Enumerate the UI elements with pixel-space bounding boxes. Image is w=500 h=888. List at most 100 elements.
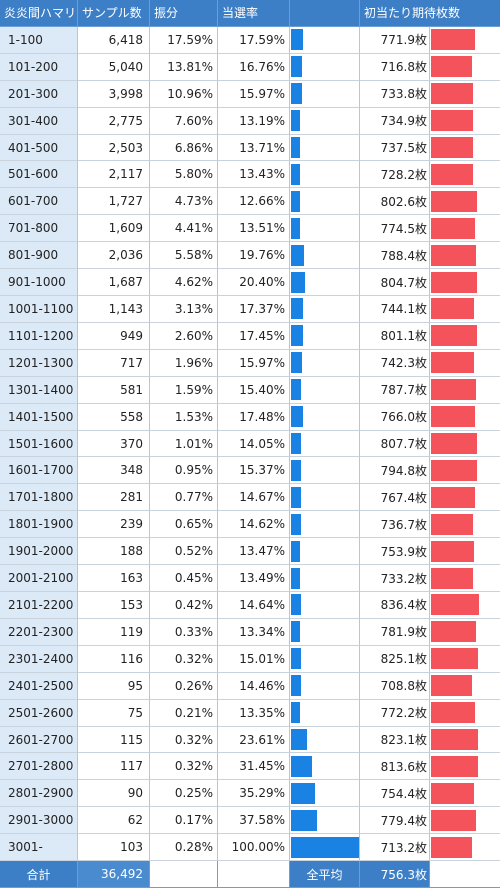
rate-bar [291, 56, 303, 78]
table-row: 1001-1100 1,143 3.13% 17.37% 744.1枚 [0, 296, 500, 323]
expected-cell: 836.4枚 [360, 592, 430, 619]
expected-cell: 744.1枚 [360, 296, 430, 323]
rate-cell: 14.64% [218, 592, 290, 619]
rate-bar [291, 648, 302, 670]
range-cell: 2601-2700 [0, 726, 78, 754]
expected-bar-cell [430, 807, 500, 835]
table-row: 1701-1800 281 0.77% 14.67% 767.4枚 [0, 484, 500, 512]
rate-cell: 19.76% [218, 242, 290, 270]
rate-bar [291, 675, 301, 697]
share-cell: 0.45% [150, 565, 218, 593]
rate-bar [291, 513, 301, 535]
samples-cell: 115 [78, 726, 150, 754]
range-cell: 2901-3000 [0, 807, 78, 835]
rate-bar-cell [290, 107, 360, 135]
range-cell: 2801-2900 [0, 780, 78, 808]
samples-cell: 2,036 [78, 242, 150, 270]
share-cell: 1.59% [150, 376, 218, 404]
table-row: 2401-2500 95 0.26% 14.46% 708.8枚 [0, 672, 500, 700]
expected-bar-cell [430, 727, 500, 754]
share-cell: 0.77% [150, 484, 218, 512]
table-row: 1501-1600 370 1.01% 14.05% 807.7枚 [0, 430, 500, 458]
rate-bar-cell [290, 322, 360, 350]
table-row: 501-600 2,117 5.80% 13.43% 728.2枚 [0, 161, 500, 189]
expected-bar [431, 271, 478, 293]
table-row: 401-500 2,503 6.86% 13.71% 737.5枚 [0, 134, 500, 162]
expected-cell: 771.9枚 [360, 26, 430, 54]
rate-cell: 17.48% [218, 403, 290, 431]
expected-bar [431, 110, 474, 132]
samples-cell: 75 [78, 699, 150, 727]
samples-cell: 62 [78, 807, 150, 835]
header-hamari: 炎炎間ハマリ [0, 0, 78, 27]
expected-bar [431, 298, 474, 320]
expected-bar-cell [430, 673, 500, 700]
expected-bar-cell [430, 431, 500, 458]
expected-cell: 742.3枚 [360, 349, 430, 377]
expected-bar [431, 83, 474, 105]
expected-cell: 823.1枚 [360, 726, 430, 754]
rate-bar [291, 271, 305, 293]
range-cell: 2701-2800 [0, 753, 78, 781]
rate-bar [291, 406, 303, 428]
samples-cell: 581 [78, 376, 150, 404]
table-row: 1401-1500 558 1.53% 17.48% 766.0枚 [0, 403, 500, 431]
expected-bar [431, 675, 472, 697]
share-cell: 0.32% [150, 645, 218, 673]
rate-bar [291, 594, 301, 616]
expected-bar [431, 217, 476, 239]
rate-cell: 15.97% [218, 80, 290, 108]
expected-bar [431, 809, 476, 831]
samples-cell: 2,775 [78, 107, 150, 135]
share-cell: 5.80% [150, 161, 218, 189]
table-row: 1101-1200 949 2.60% 17.45% 801.1枚 [0, 322, 500, 350]
rate-cell: 20.40% [218, 269, 290, 297]
rate-cell: 15.37% [218, 457, 290, 485]
table-row: 2701-2800 117 0.32% 31.45% 813.6枚 [0, 753, 500, 781]
samples-cell: 117 [78, 753, 150, 781]
expected-bar-cell [430, 700, 500, 727]
table-row: 1801-1900 239 0.65% 14.62% 736.7枚 [0, 511, 500, 539]
rate-bar-cell [290, 161, 360, 189]
rate-bar-cell [290, 457, 360, 485]
rate-cell: 13.19% [218, 107, 290, 135]
share-cell: 0.32% [150, 753, 218, 781]
rate-bar-cell [290, 726, 360, 754]
samples-cell: 1,609 [78, 215, 150, 243]
rate-cell: 17.37% [218, 296, 290, 323]
expected-cell: 781.9枚 [360, 618, 430, 646]
samples-cell: 558 [78, 403, 150, 431]
expected-bar [431, 782, 475, 804]
rate-bar-cell [290, 834, 360, 862]
expected-bar-cell [430, 457, 500, 485]
range-cell: 2501-2600 [0, 699, 78, 727]
range-cell: 1501-1600 [0, 430, 78, 458]
range-cell: 1701-1800 [0, 484, 78, 512]
range-cell: 1901-2000 [0, 538, 78, 566]
expected-cell: 737.5枚 [360, 134, 430, 162]
footer-empty-share [150, 861, 218, 888]
share-cell: 0.33% [150, 618, 218, 646]
table-row: 3001- 103 0.28% 100.00% 713.2枚 [0, 834, 500, 862]
rate-bar [291, 163, 301, 185]
expected-bar [431, 621, 476, 643]
expected-bar [431, 648, 479, 670]
rate-bar-cell [290, 403, 360, 431]
rate-bar [291, 755, 313, 777]
rate-cell: 17.59% [218, 26, 290, 54]
expected-cell: 813.6枚 [360, 753, 430, 781]
table-row: 1301-1400 581 1.59% 15.40% 787.7枚 [0, 376, 500, 404]
samples-cell: 281 [78, 484, 150, 512]
rate-bar-cell [290, 645, 360, 673]
range-cell: 1101-1200 [0, 322, 78, 350]
range-cell: 2301-2400 [0, 645, 78, 673]
table-row: 301-400 2,775 7.60% 13.19% 734.9枚 [0, 107, 500, 135]
expected-bar-cell [430, 81, 500, 108]
rate-bar [291, 433, 301, 454]
samples-cell: 116 [78, 645, 150, 673]
expected-bar [431, 29, 476, 51]
samples-cell: 1,687 [78, 269, 150, 297]
expected-bar [431, 352, 474, 374]
table-row: 1601-1700 348 0.95% 15.37% 794.8枚 [0, 457, 500, 485]
rate-bar-cell [290, 296, 360, 323]
